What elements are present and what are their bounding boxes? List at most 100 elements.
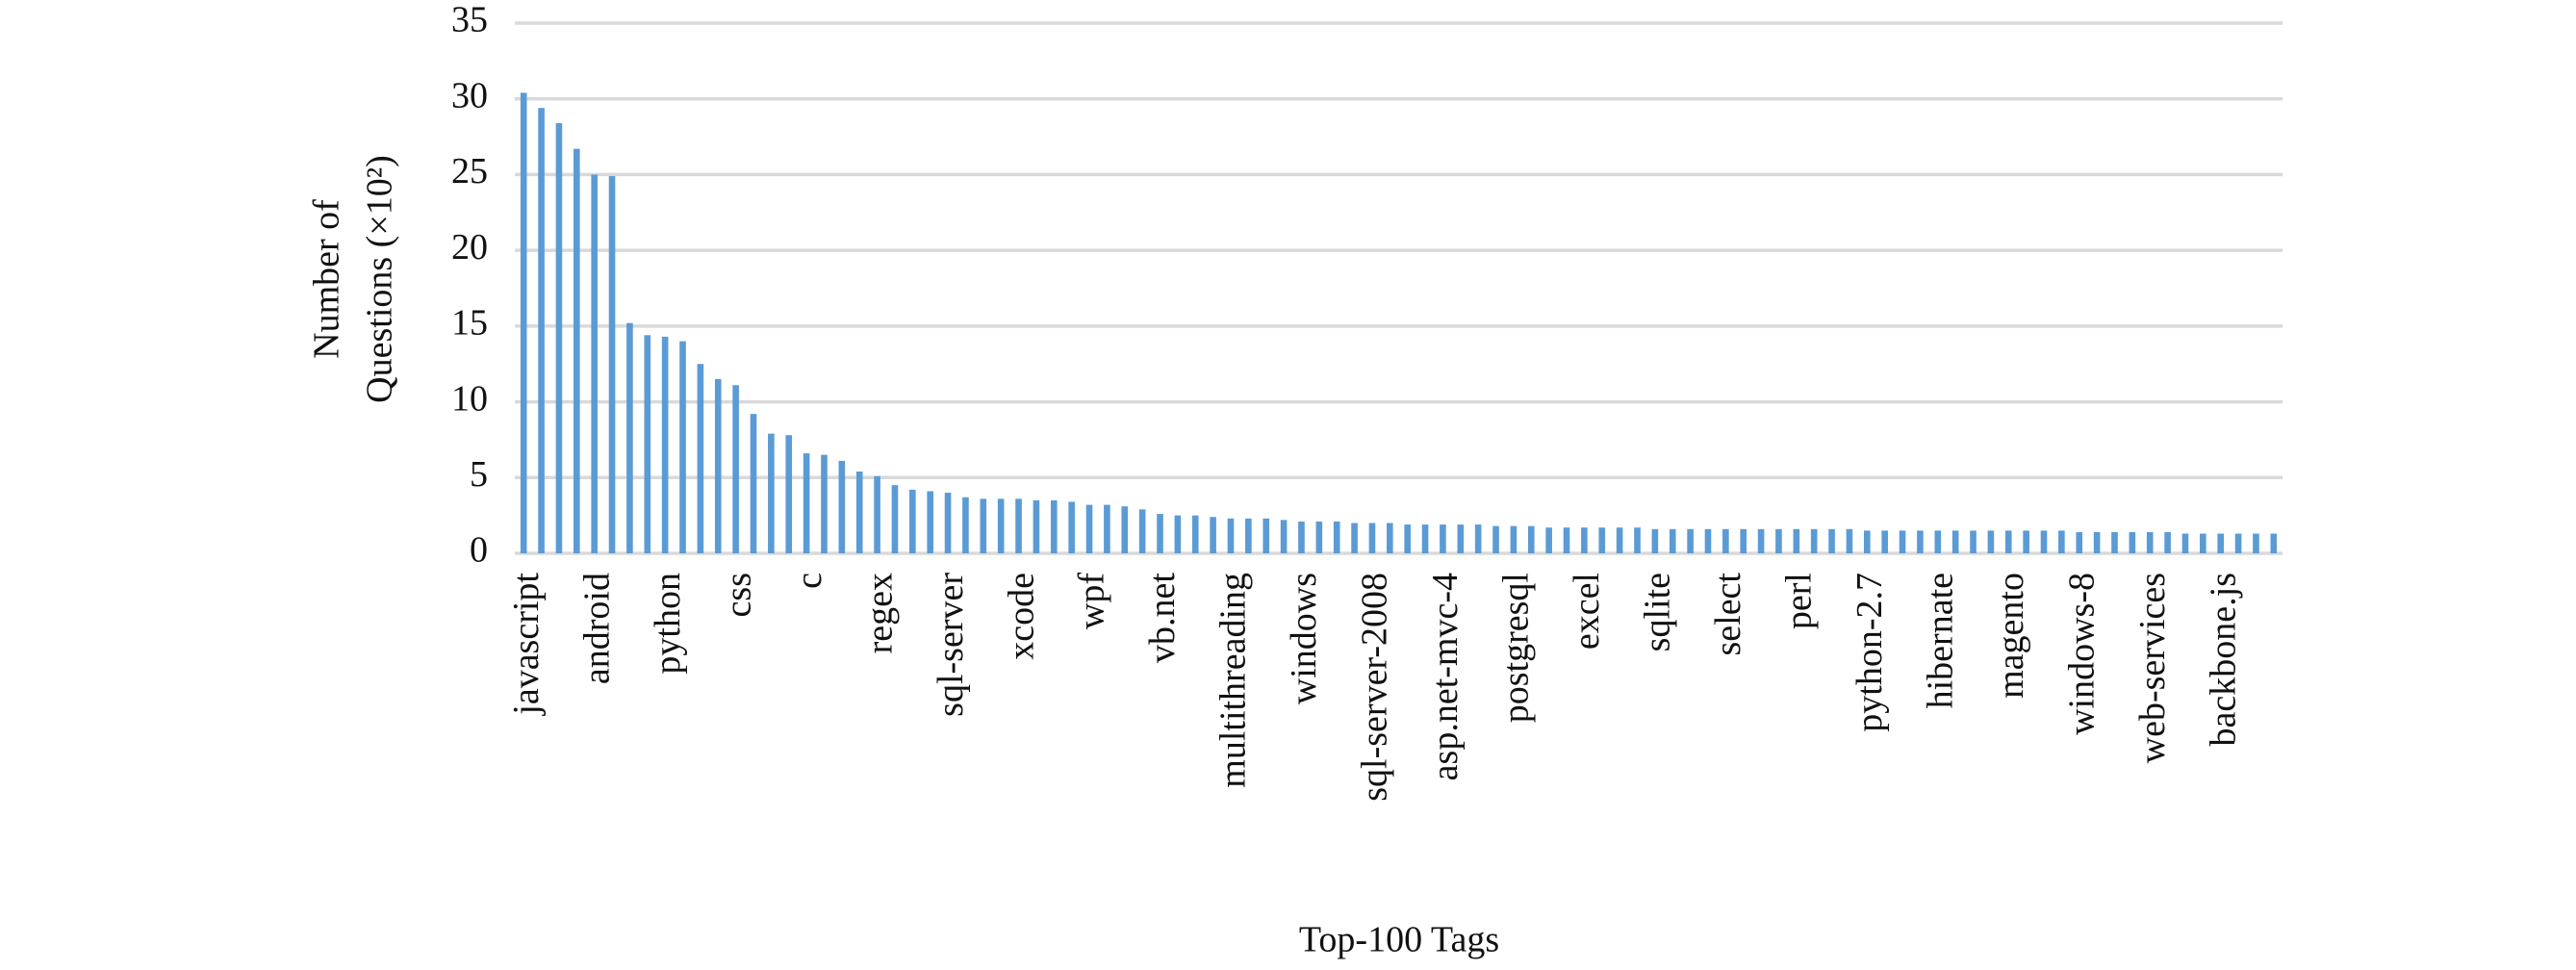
bar xyxy=(626,322,633,553)
x-tick-label: select xyxy=(1708,573,1748,656)
bar xyxy=(1351,523,1358,553)
y-tick-label: 10 xyxy=(451,378,488,419)
bar xyxy=(573,148,580,553)
bar xyxy=(785,435,793,553)
x-tick-label: sql-server xyxy=(931,573,971,717)
bar xyxy=(1492,525,1499,553)
bar xyxy=(1050,499,1058,553)
x-tick-label: postgresql xyxy=(1496,573,1537,723)
bar xyxy=(1598,527,1606,553)
x-tick-label: web-services xyxy=(2132,573,2173,763)
bar xyxy=(1191,515,1199,553)
bar xyxy=(1863,530,1871,553)
y-tick-label: 20 xyxy=(451,227,488,268)
bar xyxy=(891,485,899,553)
x-tick-label: css xyxy=(718,573,758,617)
bar xyxy=(1793,528,1800,553)
bar xyxy=(2004,530,2012,553)
bar xyxy=(1474,524,1482,553)
bar xyxy=(1440,524,1446,553)
bar xyxy=(1616,527,1623,553)
bar xyxy=(1757,528,1765,553)
bar xyxy=(2181,533,2189,553)
bar xyxy=(838,460,846,553)
bar xyxy=(2253,533,2259,553)
bar xyxy=(591,174,598,553)
x-tick-label: sqlite xyxy=(1638,573,1678,651)
bar xyxy=(1315,521,1323,553)
bar xyxy=(1651,528,1659,553)
bar xyxy=(661,336,669,553)
bar xyxy=(2234,533,2242,553)
bar xyxy=(2093,531,2101,553)
bar xyxy=(1210,517,1216,553)
bar xyxy=(2129,531,2136,553)
bar xyxy=(1970,530,1977,553)
y-tick-label: 25 xyxy=(451,151,488,191)
bar xyxy=(1881,530,1888,553)
bar xyxy=(2217,533,2225,553)
x-tick-label: excel xyxy=(1567,573,1607,650)
x-tick-label: wpf xyxy=(1072,573,1112,629)
x-tick-label: javascript xyxy=(506,573,547,717)
bar xyxy=(909,489,916,553)
bar xyxy=(1563,527,1570,553)
bar xyxy=(1740,528,1747,553)
y-tick-label: 15 xyxy=(451,303,488,344)
bar xyxy=(1828,528,1835,553)
bar xyxy=(608,176,616,553)
x-tick-label: android xyxy=(576,573,617,684)
y-tick-label: 35 xyxy=(451,0,488,40)
bar xyxy=(1722,528,1729,553)
bar xyxy=(980,498,987,553)
bar xyxy=(1810,528,1818,553)
bar xyxy=(855,471,863,553)
bar xyxy=(1033,499,1040,553)
x-tick-label: xcode xyxy=(1001,573,1041,660)
bar xyxy=(2058,530,2065,553)
bar xyxy=(555,122,563,553)
bar xyxy=(1545,527,1552,553)
bar xyxy=(2200,533,2206,553)
bar xyxy=(2111,531,2118,553)
bar xyxy=(732,385,739,553)
x-axis-label: Top-100 Tags xyxy=(1299,920,1499,960)
bar xyxy=(1068,501,1075,553)
bar xyxy=(1775,528,1782,553)
bar xyxy=(768,433,775,553)
bar xyxy=(1085,504,1093,553)
bar xyxy=(679,341,686,553)
bar xyxy=(1104,504,1110,553)
bar xyxy=(1951,530,1959,553)
bar xyxy=(1669,528,1676,553)
bar xyxy=(1846,528,1853,553)
x-tick-label: multithreading xyxy=(1213,573,1254,788)
bar xyxy=(1387,523,1393,553)
bar xyxy=(1245,518,1252,553)
bar xyxy=(803,453,810,553)
bar xyxy=(874,475,880,553)
bar xyxy=(714,378,722,553)
x-tick-label: windows-8 xyxy=(2061,573,2102,735)
x-tick-label: windows xyxy=(1284,573,1324,704)
x-tick-label: asp.net-mvc-4 xyxy=(1425,573,1466,780)
bar xyxy=(750,414,757,553)
bar xyxy=(2164,531,2171,553)
y-tick-label: 5 xyxy=(470,454,488,495)
bar xyxy=(1121,506,1129,553)
bar xyxy=(1917,530,1924,553)
bar xyxy=(962,497,969,553)
bar xyxy=(927,491,934,553)
x-tick-label: c xyxy=(789,573,829,589)
bar xyxy=(1157,514,1163,553)
bar xyxy=(1404,524,1411,553)
bar xyxy=(1333,521,1340,553)
bar xyxy=(1015,498,1022,553)
bar xyxy=(1581,527,1588,553)
bar xyxy=(1174,515,1182,553)
bar xyxy=(1227,518,1235,553)
bar xyxy=(821,454,828,553)
bar xyxy=(697,364,704,553)
bar xyxy=(1138,509,1146,553)
